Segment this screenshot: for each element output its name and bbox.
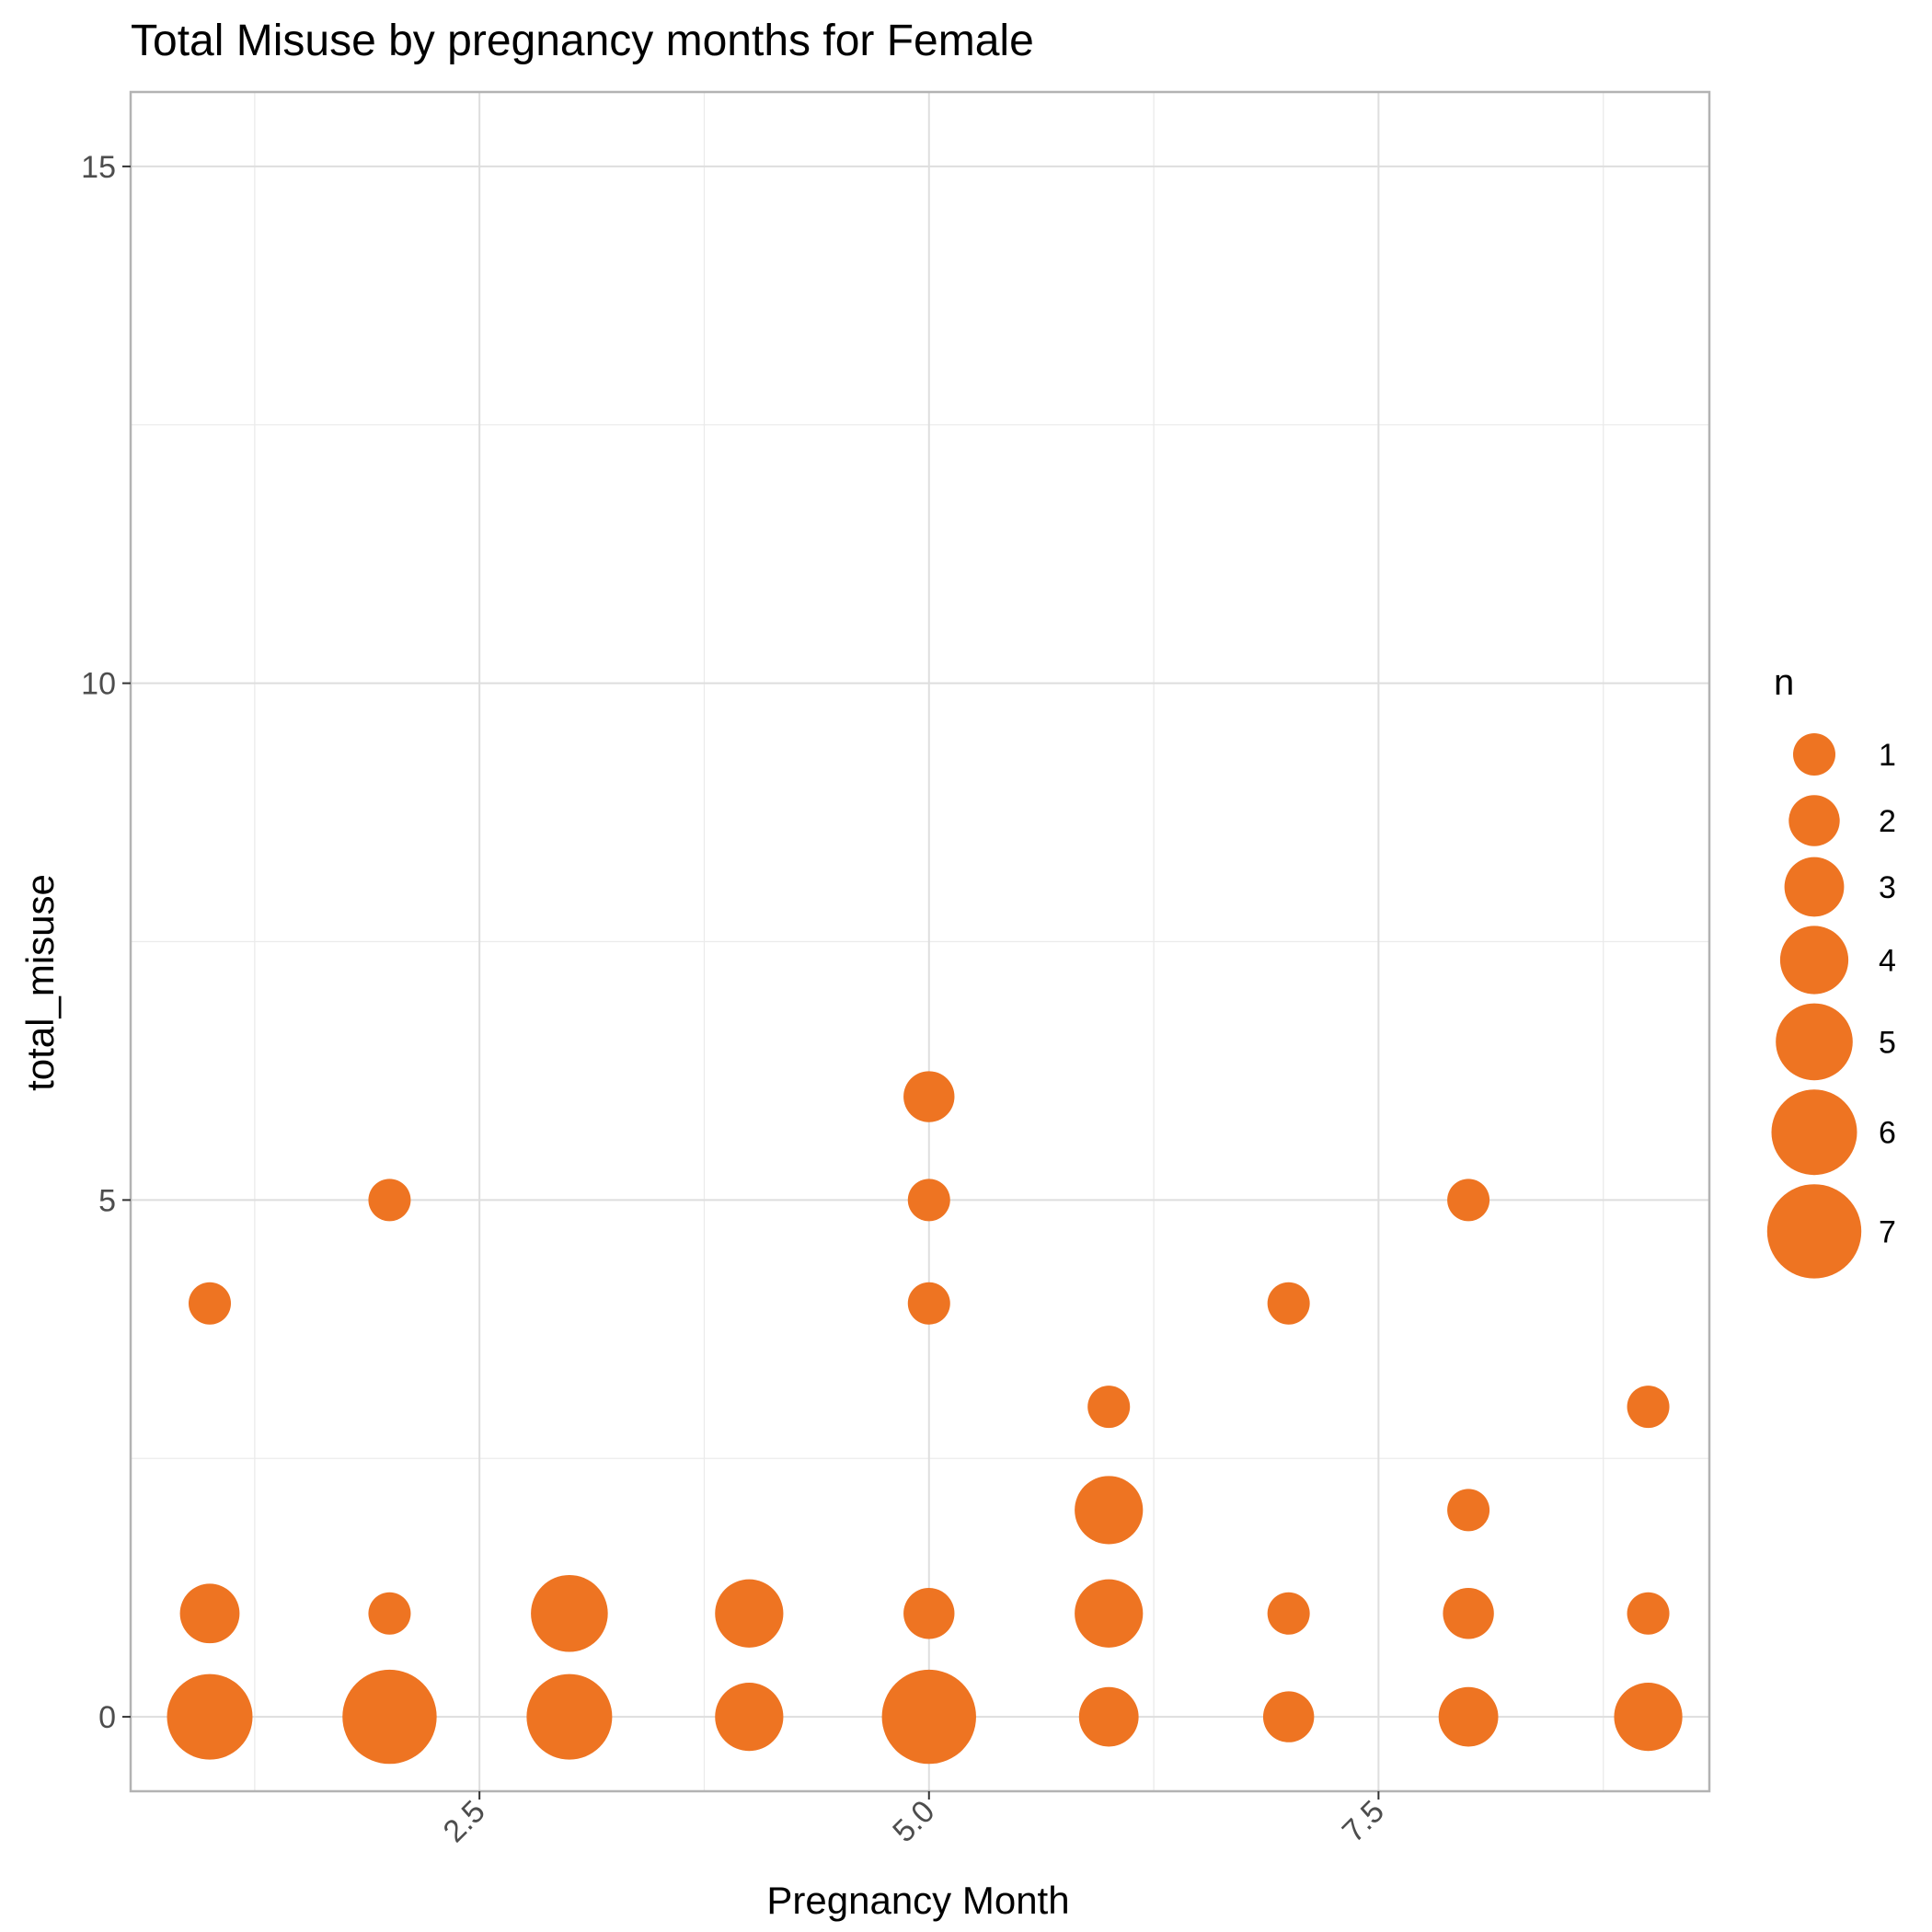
data-point	[179, 1583, 240, 1644]
data-point	[1075, 1579, 1144, 1648]
data-point	[907, 1179, 950, 1222]
data-point	[907, 1282, 950, 1325]
data-points	[167, 1071, 1683, 1765]
legend-key-1	[1793, 733, 1835, 776]
data-point	[903, 1588, 955, 1639]
legend-title: n	[1774, 662, 1794, 703]
legend-label-7: 7	[1879, 1214, 1896, 1249]
x-axis-label: Pregnancy Month	[766, 1879, 1069, 1922]
data-point	[1267, 1592, 1310, 1635]
chart-title: Total Misuse by pregnancy months for Fem…	[131, 17, 1034, 65]
panel-border	[129, 90, 1711, 1793]
data-point	[526, 1673, 613, 1760]
data-point	[1627, 1592, 1670, 1635]
data-point	[188, 1282, 231, 1325]
legend-key-3	[1784, 857, 1845, 917]
data-point	[368, 1179, 411, 1222]
legend-key-2	[1788, 795, 1840, 846]
y-tick-label: 5	[98, 1183, 116, 1218]
legend-label-4: 4	[1879, 944, 1896, 979]
legend-key-6	[1771, 1089, 1857, 1176]
y-tick-label: 10	[81, 667, 116, 702]
data-point	[715, 1683, 784, 1752]
data-point	[1447, 1179, 1490, 1222]
data-point	[715, 1579, 784, 1648]
data-point	[1627, 1386, 1670, 1429]
data-point	[1267, 1282, 1310, 1325]
legend-label-3: 3	[1879, 870, 1896, 905]
data-point	[1087, 1386, 1131, 1429]
data-point	[903, 1071, 955, 1122]
data-point	[167, 1673, 253, 1760]
grid-minor	[131, 92, 1709, 1791]
y-tick-label: 15	[81, 150, 116, 185]
legend-key-4	[1779, 926, 1849, 995]
data-point	[1447, 1489, 1490, 1532]
legend-label-1: 1	[1879, 738, 1896, 773]
data-point	[1262, 1691, 1315, 1742]
legend-label-6: 6	[1879, 1116, 1896, 1151]
data-point	[881, 1669, 976, 1765]
data-point	[342, 1669, 437, 1765]
data-point	[1078, 1686, 1139, 1747]
y-axis-label: total_misuse	[18, 874, 62, 1091]
data-point	[1438, 1686, 1499, 1747]
legend-keys: 1 2 3 4 5 6 7	[1766, 733, 1896, 1279]
legend-key-7	[1766, 1184, 1862, 1279]
data-point	[531, 1574, 608, 1652]
data-point	[1443, 1588, 1494, 1639]
data-point	[368, 1592, 411, 1635]
y-axis: 0 5 10 15	[81, 150, 131, 1735]
legend: n 1 2 3 4 5 6 7	[1766, 662, 1896, 1279]
legend-key-5	[1776, 1003, 1853, 1081]
legend-label-5: 5	[1879, 1025, 1896, 1060]
data-point	[1075, 1476, 1144, 1545]
legend-label-2: 2	[1879, 804, 1896, 839]
data-point	[1614, 1683, 1683, 1752]
plot-panel	[129, 90, 1711, 1793]
y-tick-label: 0	[98, 1700, 116, 1735]
